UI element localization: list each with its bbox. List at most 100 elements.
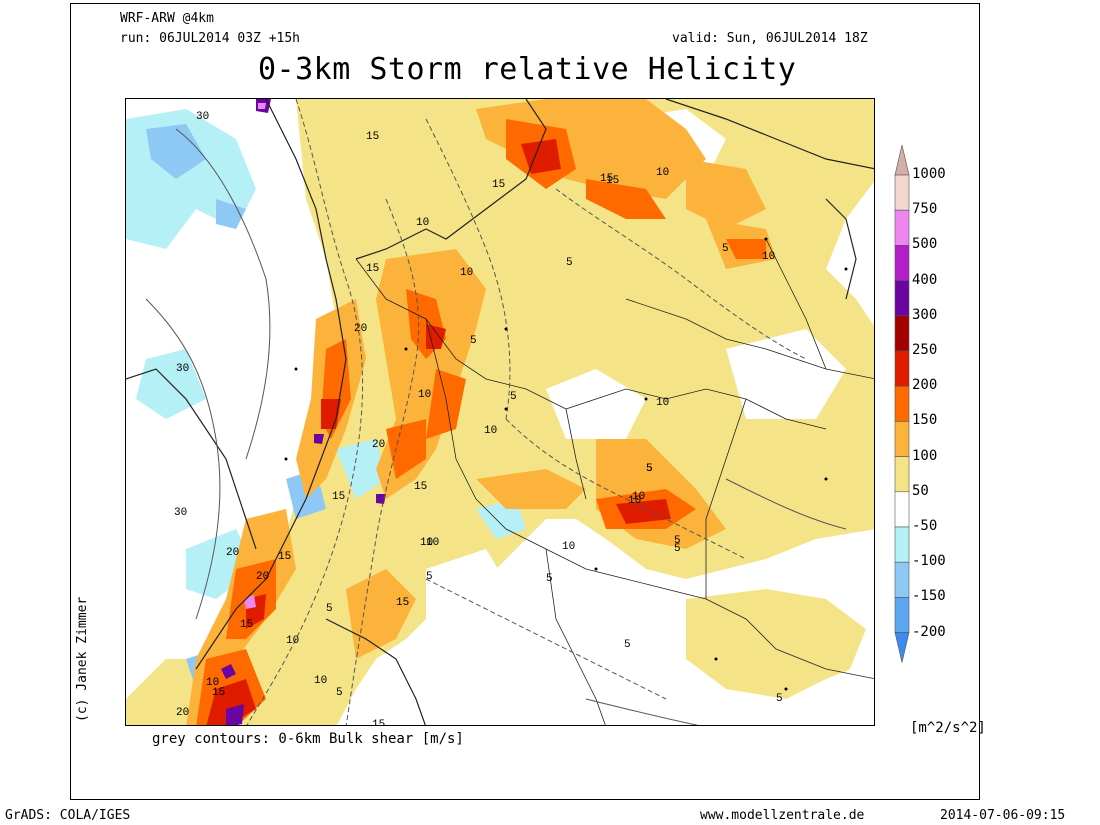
contour-label: 15 (332, 491, 345, 503)
contour-label: 10 (416, 217, 429, 229)
contour-label: 20 (372, 439, 385, 451)
contour-label: 15 (492, 179, 505, 191)
colorbar-tick-label: 500 (912, 236, 938, 253)
plot-frame (70, 3, 980, 800)
contour-label: 15 (414, 481, 427, 493)
colorbar-graphic (894, 144, 910, 663)
contour-label: 30 (176, 363, 189, 375)
colorbar-tick-label: 300 (912, 306, 938, 323)
coastlines (126, 99, 874, 725)
contour-label: 10 (484, 425, 497, 437)
contour-label: 20 (256, 571, 269, 583)
colorbar-tick-label: 400 (912, 271, 938, 288)
contour-label: 30 (196, 111, 209, 123)
contour-label: 5 (426, 571, 433, 583)
contour-label: 10 (762, 251, 775, 263)
contour-label: 15 (278, 551, 291, 563)
grid-points (284, 237, 848, 691)
contour-label: 5 (336, 687, 343, 699)
helicity-field-300 (221, 99, 386, 725)
contour-label: 10 (418, 389, 431, 401)
contour-label: 20 (176, 707, 189, 719)
contour-label: 5 (776, 693, 783, 705)
contour-label: 5 (674, 543, 681, 555)
contour-label: 10 (656, 397, 669, 409)
colorbar-tick-label: 150 (912, 412, 938, 429)
contour-label: 10 (628, 495, 641, 507)
colorbar-tick-label: -200 (912, 623, 946, 640)
contour-label: 10 (632, 491, 645, 503)
contour-label: 15 (600, 173, 613, 185)
colorbar-tick-label: 100 (912, 447, 938, 464)
colorbar-swatch (894, 421, 910, 457)
contour-label: 5 (646, 463, 653, 475)
colorbar-swatch (894, 315, 910, 352)
model-label: WRF-ARW @4km (120, 11, 214, 26)
contour-label: 30 (174, 507, 187, 519)
contour-label: 15 (396, 597, 409, 609)
contour-label: 10 (426, 537, 439, 549)
author-credit: (c) Janek Zimmer (75, 596, 90, 722)
helicity-field-neutral (426, 109, 874, 725)
helicity-map: 30 15 15 10 15 10 15 5 10 5 20 30 10 5 5… (125, 98, 875, 726)
contour-label: 15 (372, 719, 385, 726)
contour-label: 10 (656, 167, 669, 179)
contour-label: 5 (624, 639, 631, 651)
contour-label: 5 (566, 257, 573, 269)
bulk-shear-solid-contours (145, 128, 847, 725)
contour-label: 20 (226, 547, 239, 559)
contour-label: 10 (206, 677, 219, 689)
colorbar-tick-label: 50 (912, 482, 929, 499)
contour-label: 10 (562, 541, 575, 553)
contour-label: 15 (366, 131, 379, 143)
colorbar-swatch (894, 456, 910, 493)
map-title: 0-3km Storm relative Helicity (258, 52, 797, 87)
colorbar-top-arrow (894, 144, 910, 176)
colorbar-tick-label: -50 (912, 518, 938, 534)
contour-label: 5 (646, 463, 653, 475)
contour-labels: 30 15 15 10 15 10 15 5 10 5 20 30 10 5 5… (174, 111, 783, 726)
country-borders (355, 238, 874, 725)
colorbar-swatch (894, 350, 910, 387)
run-label: run: 06JUL2014 03Z +15h (120, 31, 301, 46)
contour-label: 10 (314, 675, 327, 687)
colorbar-tick-label: 1000 (912, 166, 946, 182)
colorbar-swatch (894, 209, 910, 246)
colorbar-tick-label: 250 (912, 342, 938, 358)
colorbar-swatch (894, 561, 910, 598)
colorbar-swatch (894, 385, 910, 422)
map-canvas: 30 15 15 10 15 10 15 5 10 5 20 30 10 5 5… (126, 99, 874, 726)
colorbar-tick-label: 750 (912, 201, 938, 218)
colorbar-swatch (894, 280, 910, 317)
colorbar-swatch (894, 491, 910, 528)
contour-label: 5 (470, 335, 477, 347)
contour-label: 5 (510, 391, 517, 403)
contour-label: 5 (546, 573, 553, 585)
valid-label: valid: Sun, 06JUL2014 18Z (672, 31, 868, 46)
colorbar-tick-label: 200 (912, 377, 938, 394)
colorbar-swatch (894, 245, 910, 281)
contour-legend-note: grey contours: 0-6km Bulk shear [m/s] (152, 731, 464, 747)
colorbar-swatch (894, 597, 910, 633)
contour-label: 20 (354, 323, 367, 335)
contour-label: 15 (366, 263, 379, 275)
colorbar-bottom-arrow (894, 632, 910, 663)
contour-label: 15 (606, 175, 619, 187)
contour-label: 5 (326, 603, 333, 615)
colorbar-unit: [m^2/s^2] (910, 720, 986, 736)
bulk-shear-contours (246, 99, 807, 725)
contour-label: 10 (460, 267, 473, 279)
contour-label: 15 (240, 619, 253, 631)
colorbar-tick-label: -100 (912, 553, 946, 570)
timestamp-label: 2014-07-06-09:15 (940, 808, 1066, 823)
contour-label: 10 (286, 635, 299, 647)
contour-label: 10 (420, 537, 433, 549)
contour-label: 15 (212, 687, 225, 699)
website-label: www.modellzentrale.de (700, 808, 865, 823)
contour-label: 5 (722, 243, 729, 255)
contour-label: 5 (674, 535, 681, 547)
colorbar-swatch (894, 174, 910, 211)
colorbar-swatch (894, 526, 910, 563)
grads-label: GrADS: COLA/IGES (5, 808, 131, 823)
colorbar-tick-label: -150 (912, 588, 946, 605)
